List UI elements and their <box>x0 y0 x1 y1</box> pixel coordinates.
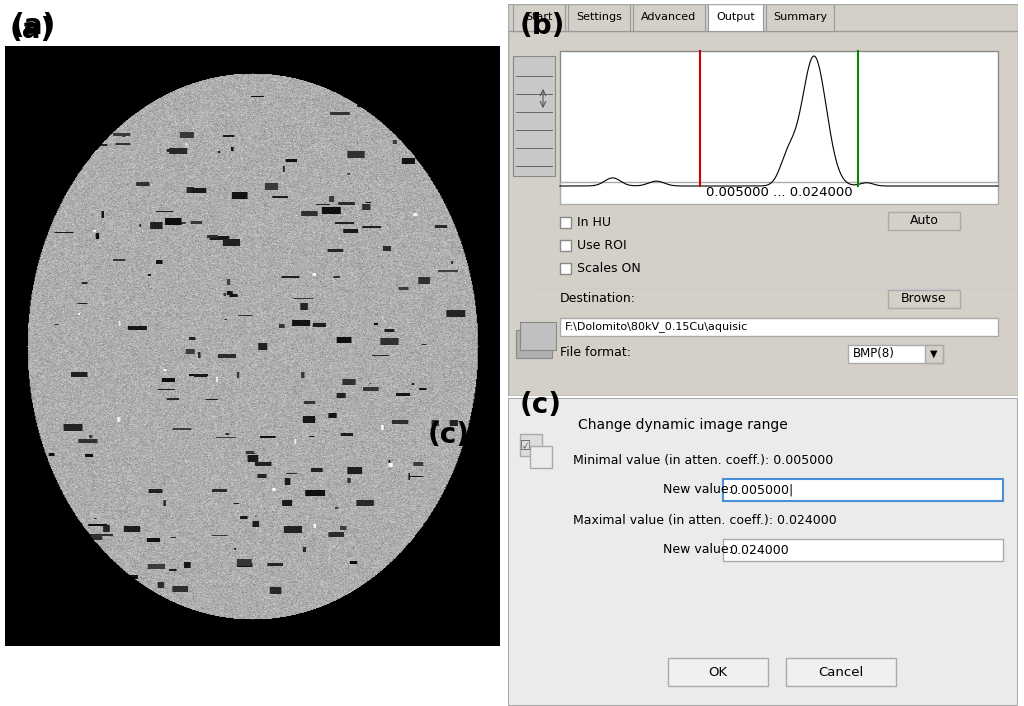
Text: F:\Dolomito\80kV_0.15Cu\aquisic: F:\Dolomito\80kV_0.15Cu\aquisic <box>565 321 749 333</box>
Text: BMP(8): BMP(8) <box>853 347 895 361</box>
Text: (c): (c) <box>428 421 470 449</box>
Text: OK: OK <box>709 666 728 678</box>
Text: File format:: File format: <box>560 347 631 359</box>
Text: Destination:: Destination: <box>560 292 636 304</box>
Bar <box>516 330 552 358</box>
Text: 0.005000 ... 0.024000: 0.005000 ... 0.024000 <box>706 186 852 200</box>
Text: Minimal value (in atten. coeff.): 0.005000: Minimal value (in atten. coeff.): 0.0050… <box>573 454 834 467</box>
Bar <box>560 51 998 186</box>
Bar <box>633 4 705 31</box>
Bar <box>520 434 542 456</box>
Text: (a): (a) <box>12 12 56 40</box>
Bar <box>786 658 896 686</box>
Text: Auto: Auto <box>909 215 938 227</box>
Text: Start: Start <box>525 13 553 23</box>
Text: New value:: New value: <box>663 483 733 496</box>
Bar <box>723 479 1002 501</box>
Text: Browse: Browse <box>901 292 947 306</box>
Text: Summary: Summary <box>773 13 827 23</box>
Bar <box>708 4 763 31</box>
Bar <box>668 658 768 686</box>
Text: Use ROI: Use ROI <box>577 239 627 252</box>
Text: Maximal value (in atten. coeff.): 0.024000: Maximal value (in atten. coeff.): 0.0240… <box>573 514 837 527</box>
Bar <box>560 217 571 228</box>
Bar <box>513 56 555 176</box>
Bar <box>513 4 565 31</box>
Text: (c): (c) <box>520 391 562 419</box>
Text: ☑: ☑ <box>520 440 531 453</box>
Text: 0.005000|: 0.005000| <box>729 484 794 496</box>
Text: Output: Output <box>716 13 755 23</box>
Text: 0.024000: 0.024000 <box>729 544 788 556</box>
Bar <box>508 4 1018 31</box>
Bar <box>888 290 961 308</box>
Text: (b): (b) <box>520 12 565 40</box>
Bar <box>560 318 998 336</box>
Text: New value:: New value: <box>663 543 733 556</box>
Bar <box>520 322 556 350</box>
Text: ▼: ▼ <box>930 349 938 359</box>
Text: Change dynamic image range: Change dynamic image range <box>578 418 787 432</box>
Bar <box>560 182 998 204</box>
Bar <box>848 345 943 363</box>
Bar <box>530 446 552 468</box>
Bar <box>568 4 630 31</box>
Text: Advanced: Advanced <box>641 13 696 23</box>
Text: Scales ON: Scales ON <box>577 262 641 275</box>
Text: (a): (a) <box>10 16 54 44</box>
Bar <box>560 263 571 274</box>
Bar <box>723 539 1002 561</box>
Text: Cancel: Cancel <box>818 666 863 678</box>
Bar <box>766 4 834 31</box>
Bar <box>560 240 571 251</box>
Bar <box>925 345 943 363</box>
Text: Settings: Settings <box>577 13 622 23</box>
Text: In HU: In HU <box>577 216 611 229</box>
Bar <box>888 212 961 230</box>
